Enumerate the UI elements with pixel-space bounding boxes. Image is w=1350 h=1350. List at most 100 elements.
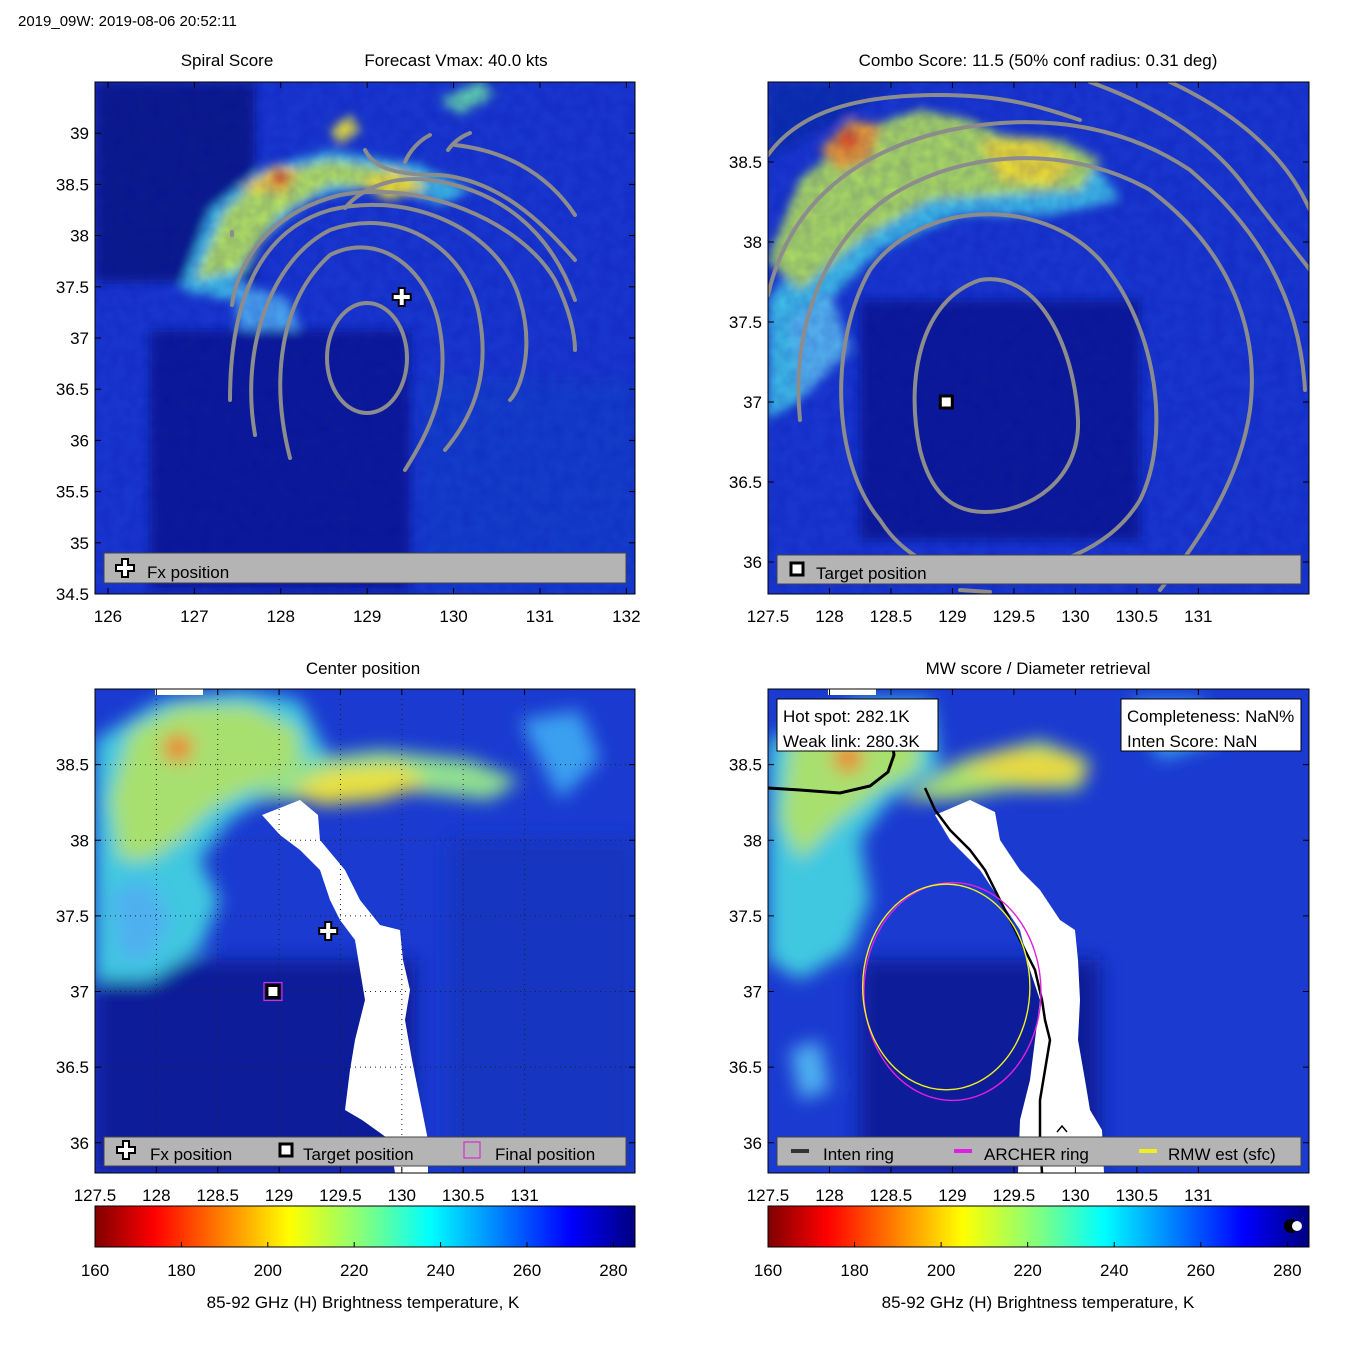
y-tick-label: 37 — [743, 983, 762, 1002]
mw-info-right: Completeness: NaN% Inten Score: NaN — [1120, 698, 1302, 752]
x-tick-label: 127 — [180, 607, 208, 626]
mw-weak-link: Weak link: 280.3K — [783, 732, 920, 751]
center-title: Center position — [306, 659, 420, 678]
spiral-plot-area — [95, 82, 635, 594]
spiral-title-right: Forecast Vmax: 40.0 kts — [364, 51, 547, 70]
combo-contours — [768, 82, 1309, 594]
y-tick-label: 37 — [70, 329, 89, 348]
y-tick-label: 37 — [70, 983, 89, 1002]
center-legend-label-target: Target position — [303, 1145, 414, 1164]
x-tick-label: 129 — [938, 1186, 966, 1205]
x-tick-label: 128.5 — [870, 607, 913, 626]
x-tick-label: 128 — [142, 1186, 170, 1205]
header-text: 2019_09W: 2019-08-06 20:52:11 — [18, 13, 237, 30]
combo-frame — [767, 81, 1310, 595]
mw-colorbar-symbol — [1284, 1219, 1302, 1233]
mw-colorbar-label: 85-92 GHz (H) Brightness temperature, K — [882, 1293, 1195, 1312]
combo-title: Combo Score: 11.5 (50% conf radius: 0.31… — [859, 51, 1218, 70]
mw-info-left: Hot spot: 282.1K Weak link: 280.3K — [776, 698, 939, 752]
spiral-panel: Spiral Score Forecast Vmax: 40.0 kts — [56, 51, 641, 626]
colorbar-tick-label: 280 — [1273, 1261, 1301, 1280]
y-tick-label: 38 — [743, 831, 762, 850]
y-tick-label: 36.5 — [729, 1058, 762, 1077]
x-tick-label: 127.5 — [74, 1186, 117, 1205]
colorbar-tick-label: 160 — [754, 1261, 782, 1280]
x-tick-label: 131 — [1184, 1186, 1212, 1205]
center-markers — [263, 921, 339, 1002]
center-axes: 127.5 128 128.5 129 129.5 130 130.5 131 38.5 38 37… — [56, 689, 635, 1205]
x-tick-label: 130 — [388, 1186, 416, 1205]
legend-cross-icon — [115, 558, 135, 578]
spiral-legend: Fx position — [103, 552, 627, 584]
mw-frame — [767, 688, 1310, 1174]
spiral-markers — [391, 287, 412, 308]
center-panel: Center position Fx position — [56, 659, 636, 1312]
y-tick-label: 38.5 — [729, 756, 762, 775]
archer-ring — [863, 881, 1042, 1102]
x-tick-label: 128 — [815, 1186, 843, 1205]
x-tick-label: 129 — [353, 607, 381, 626]
x-tick-label: 129.5 — [993, 607, 1036, 626]
x-tick-label: 130.5 — [442, 1186, 485, 1205]
spiral-title-left: Spiral Score — [181, 51, 274, 70]
y-tick-label: 37 — [743, 393, 762, 412]
combo-plot-area — [768, 82, 1309, 594]
mw-legend-label-rmw: RMW est (sfc) — [1168, 1145, 1276, 1164]
x-tick-label: 132 — [612, 607, 640, 626]
center-plot-area — [95, 689, 635, 1173]
mw-title: MW score / Diameter retrieval — [926, 659, 1151, 678]
mw-inten-score: Inten Score: NaN — [1127, 732, 1257, 751]
x-tick-label: 130.5 — [1116, 1186, 1159, 1205]
y-tick-label: 36 — [743, 553, 762, 572]
combo-legend: Target position — [776, 554, 1302, 585]
x-tick-label: 127.5 — [747, 1186, 790, 1205]
combo-markers — [938, 394, 954, 410]
center-frame — [94, 688, 636, 1174]
center-white-region — [262, 800, 428, 1173]
y-tick-label: 36.5 — [56, 1058, 89, 1077]
mw-legend-label-archer: ARCHER ring — [984, 1145, 1089, 1164]
colorbar-tick-label: 160 — [81, 1261, 109, 1280]
spiral-contours — [228, 131, 577, 472]
fx-position-marker — [391, 287, 412, 308]
y-tick-label: 38 — [70, 831, 89, 850]
combo-panel: Combo Score: 11.5 (50% conf radius: 0.31… — [729, 51, 1310, 626]
colorbar-tick-label: 200 — [927, 1261, 955, 1280]
colorbar-tick-label: 260 — [513, 1261, 541, 1280]
mw-legend: Inten ring ARCHER ring RMW est (sfc) — [776, 1136, 1302, 1167]
x-tick-label: 130.5 — [1116, 607, 1159, 626]
x-tick-label: 128.5 — [870, 1186, 913, 1205]
y-tick-label: 36 — [743, 1134, 762, 1153]
legend-cross-icon — [116, 1140, 136, 1160]
combo-legend-label: Target position — [816, 564, 927, 583]
mw-coastline — [768, 739, 896, 795]
mw-axes: 127.5 128 128.5 129 129.5 130 130.5 131 38.5 38 37… — [729, 689, 1309, 1205]
center-colorbar — [94, 1205, 636, 1248]
x-tick-label: 128 — [815, 607, 843, 626]
mw-white-region — [935, 800, 1104, 1173]
center-colorbar-label: 85-92 GHz (H) Brightness temperature, K — [207, 1293, 520, 1312]
legend-square-icon — [789, 561, 805, 577]
colorbar-tick-label: 240 — [1100, 1261, 1128, 1280]
mw-info-left-box — [776, 698, 939, 752]
x-tick-label: 127.5 — [747, 607, 790, 626]
mw-plot-area — [768, 689, 1309, 1173]
y-tick-label: 37.5 — [729, 313, 762, 332]
y-tick-label: 36.5 — [56, 380, 89, 399]
y-tick-label: 36 — [70, 431, 89, 450]
final-position-marker — [263, 981, 283, 1002]
mw-rings — [861, 881, 1042, 1102]
x-tick-label: 130 — [439, 607, 467, 626]
fx-position-marker — [318, 921, 339, 941]
mw-colorbar-ticks: 160 180 200 220 240 260 280 — [754, 1242, 1302, 1280]
x-tick-label: 128.5 — [196, 1186, 239, 1205]
mw-completeness: Completeness: NaN% — [1127, 707, 1294, 726]
mw-white-top — [828, 689, 876, 695]
y-tick-label: 38.5 — [56, 175, 89, 194]
x-tick-label: 130 — [1061, 607, 1089, 626]
center-legend-label-final: Final position — [495, 1145, 595, 1164]
y-tick-label: 37.5 — [729, 907, 762, 926]
x-tick-label: 131 — [1184, 607, 1212, 626]
y-tick-label: 36 — [70, 1134, 89, 1153]
